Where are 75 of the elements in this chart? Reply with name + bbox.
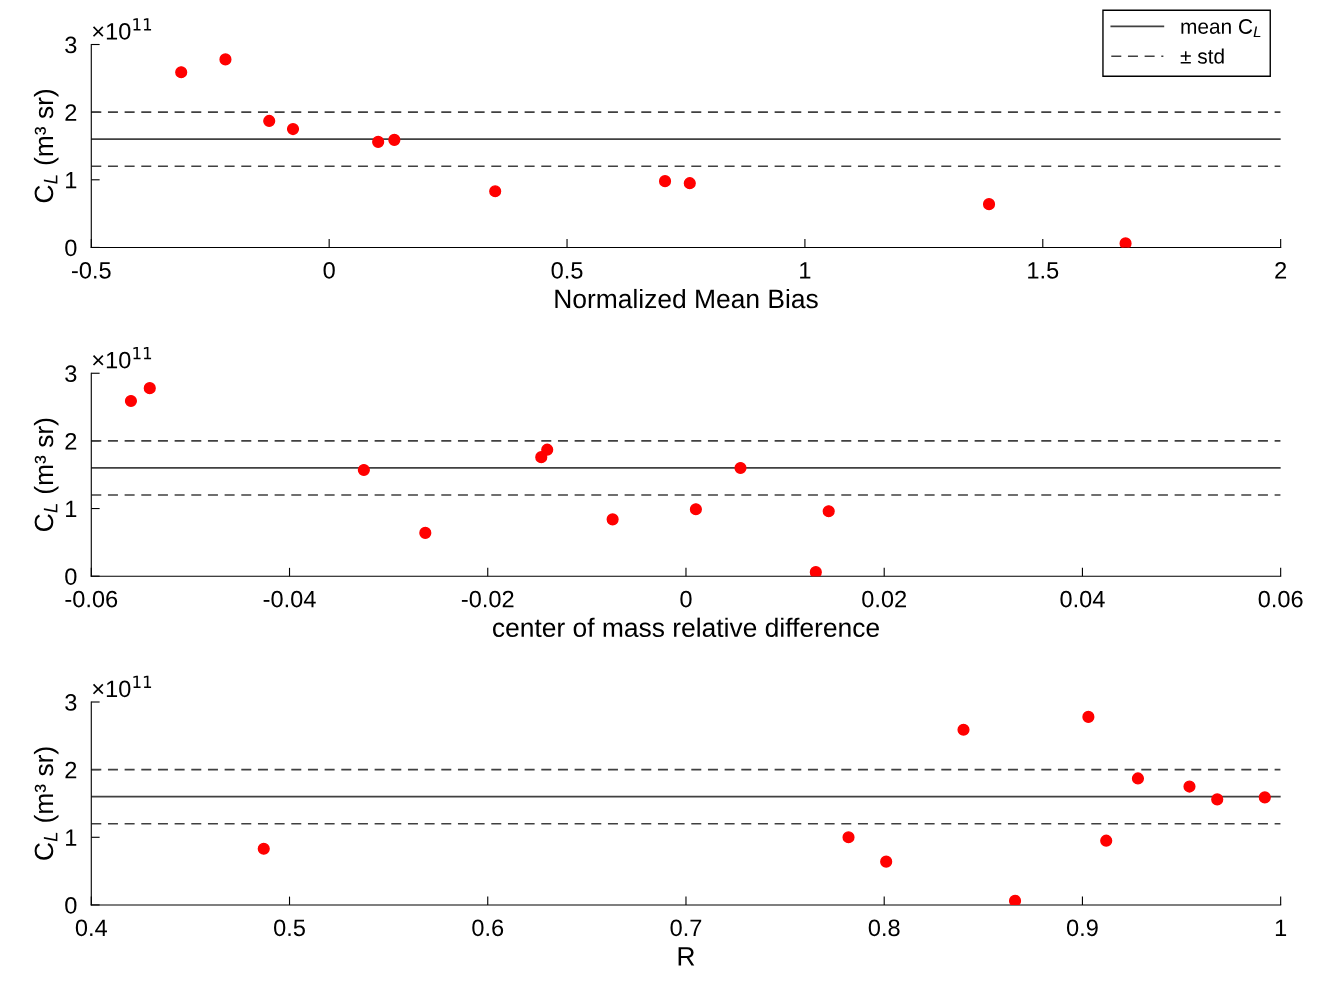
x-tick-label: 0.9 (1066, 919, 1098, 937)
point (880, 855, 893, 868)
x-axis-title: center of mass relative difference (493, 617, 879, 638)
y-tick-label: 2 (65, 104, 77, 121)
point (143, 382, 156, 395)
point (658, 175, 672, 188)
point (1100, 834, 1113, 847)
x-tick-label: 0.4 (75, 919, 108, 937)
x-tick-label: 1 (800, 262, 811, 279)
point (957, 723, 970, 736)
x-tick-label: 0.06 (1258, 590, 1303, 608)
point (1131, 772, 1145, 785)
point (683, 177, 696, 190)
y-tick-label: 0 (65, 568, 77, 585)
point (982, 198, 996, 211)
point (286, 122, 300, 136)
y-tick-label: 1 (66, 172, 77, 189)
point (689, 503, 702, 516)
x-tick-label: 0 (680, 590, 692, 608)
point (175, 66, 188, 79)
point (372, 135, 385, 148)
x-tick-label: 0.04 (1060, 590, 1105, 608)
x-tick-label: 2 (1275, 261, 1287, 279)
text: ×10$^{11}$ (92, 18, 152, 40)
point (257, 842, 270, 855)
point (734, 461, 747, 475)
point (124, 394, 138, 408)
y-axis-title: C$_{L}$ (m³ sr) (33, 418, 59, 532)
point (1183, 780, 1196, 793)
x-tick-label: 1 (1275, 919, 1287, 936)
text: ×10$^{11}$ (92, 675, 152, 698)
y-tick-label: 3 (65, 694, 77, 711)
y-tick-label: 0 (65, 239, 77, 257)
x-tick-label: 0.02 (862, 590, 906, 608)
x-tick-label: 0.5 (274, 919, 305, 937)
point (1008, 894, 1022, 905)
point (541, 443, 554, 456)
x-tick-label: 0.6 (472, 919, 504, 937)
point (1082, 710, 1095, 723)
x-axis-title: R (678, 947, 695, 966)
point (388, 133, 401, 146)
x-tick-label: 0.7 (670, 919, 702, 937)
point (1119, 237, 1132, 248)
x-tick-label: -0.06 (65, 590, 118, 608)
y-tick-label: 3 (65, 36, 77, 54)
text: ×10$^{11}$ (92, 347, 152, 369)
legend-label: mean C$_{L}$ (1181, 19, 1261, 38)
point (489, 185, 502, 198)
x-tick-label: 1.5 (1028, 262, 1059, 279)
x-axis-title: Normalized Mean Bias (555, 288, 818, 309)
point (263, 114, 276, 128)
point (809, 566, 822, 577)
x-tick-label: -0.02 (461, 590, 514, 608)
y-tick-label: 1 (66, 829, 77, 846)
y-tick-label: 3 (65, 365, 77, 383)
legend-label: ± std (1180, 48, 1224, 64)
y-tick-label: 2 (65, 432, 77, 450)
point (419, 526, 432, 539)
point (219, 53, 232, 66)
x-tick-label: 0 (323, 261, 335, 279)
point (822, 505, 835, 518)
x-tick-label: 0.5 (551, 261, 583, 279)
y-tick-label: 0 (65, 897, 77, 914)
point (1211, 793, 1224, 806)
point (842, 831, 855, 844)
y-axis-title: C$_{L}$ (m³ sr) (33, 747, 59, 860)
x-tick-label: 0.8 (868, 919, 900, 937)
point (606, 513, 619, 526)
y-tick-label: 2 (65, 761, 77, 779)
y-tick-label: 1 (66, 500, 77, 518)
point (357, 463, 370, 477)
point (1258, 791, 1271, 804)
x-tick-label: -0.5 (71, 261, 111, 279)
y-axis-title: C$_{L}$ (m³ sr) (33, 89, 59, 203)
x-tick-label: -0.04 (263, 590, 316, 608)
